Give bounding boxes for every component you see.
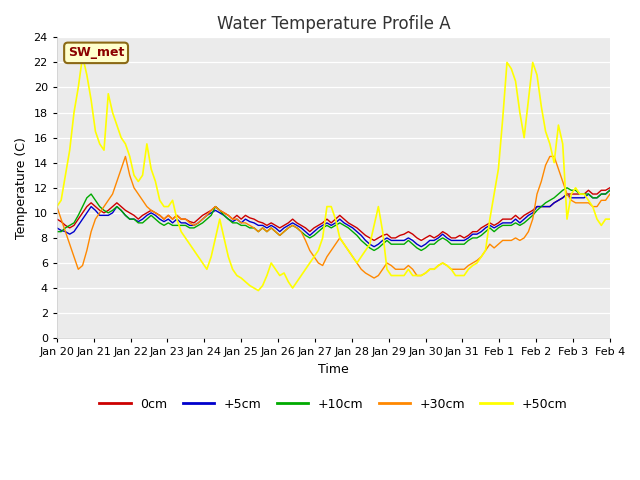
0cm xyxy=(422,235,429,241)
+5cm xyxy=(289,220,296,226)
+10cm xyxy=(203,216,211,222)
+50cm xyxy=(207,254,215,260)
+5cm xyxy=(371,244,378,250)
+30cm xyxy=(293,225,301,231)
+50cm xyxy=(349,254,356,260)
Line: 0cm: 0cm xyxy=(57,188,610,240)
+50cm xyxy=(606,216,614,222)
+50cm xyxy=(469,263,477,268)
+50cm xyxy=(53,204,61,209)
Title: Water Temperature Profile A: Water Temperature Profile A xyxy=(216,15,450,33)
X-axis label: Time: Time xyxy=(318,363,349,376)
+50cm xyxy=(495,166,502,172)
+30cm xyxy=(495,241,502,247)
0cm xyxy=(606,185,614,191)
+50cm xyxy=(426,266,434,272)
+5cm xyxy=(465,235,472,241)
+30cm xyxy=(122,154,129,159)
0cm xyxy=(490,223,498,228)
+30cm xyxy=(207,207,215,213)
Line: +5cm: +5cm xyxy=(57,190,610,247)
+5cm xyxy=(203,213,211,218)
+10cm xyxy=(53,229,61,235)
0cm xyxy=(289,216,296,222)
+10cm xyxy=(563,185,571,191)
+10cm xyxy=(490,229,498,235)
+5cm xyxy=(490,225,498,231)
+10cm xyxy=(465,238,472,243)
0cm xyxy=(340,216,348,222)
+50cm xyxy=(255,288,262,293)
+10cm xyxy=(289,223,296,228)
+30cm xyxy=(469,260,477,266)
0cm xyxy=(465,232,472,238)
+10cm xyxy=(340,223,348,228)
+10cm xyxy=(371,248,378,253)
+30cm xyxy=(426,266,434,272)
0cm xyxy=(371,238,378,243)
+5cm xyxy=(53,225,61,231)
Line: +50cm: +50cm xyxy=(57,56,610,290)
+50cm xyxy=(79,53,86,59)
+30cm xyxy=(371,275,378,281)
Line: +30cm: +30cm xyxy=(57,156,610,278)
+5cm xyxy=(422,241,429,247)
+30cm xyxy=(606,191,614,197)
+10cm xyxy=(422,245,429,251)
Y-axis label: Temperature (C): Temperature (C) xyxy=(15,137,28,239)
+30cm xyxy=(344,248,352,253)
+5cm xyxy=(606,187,614,193)
Text: SW_met: SW_met xyxy=(68,47,124,60)
+50cm xyxy=(298,273,305,278)
+5cm xyxy=(340,220,348,226)
+10cm xyxy=(606,187,614,193)
0cm xyxy=(53,216,61,222)
0cm xyxy=(203,210,211,216)
+30cm xyxy=(53,204,61,209)
Line: +10cm: +10cm xyxy=(57,188,610,251)
Legend: 0cm, +5cm, +10cm, +30cm, +50cm: 0cm, +5cm, +10cm, +30cm, +50cm xyxy=(94,393,572,416)
